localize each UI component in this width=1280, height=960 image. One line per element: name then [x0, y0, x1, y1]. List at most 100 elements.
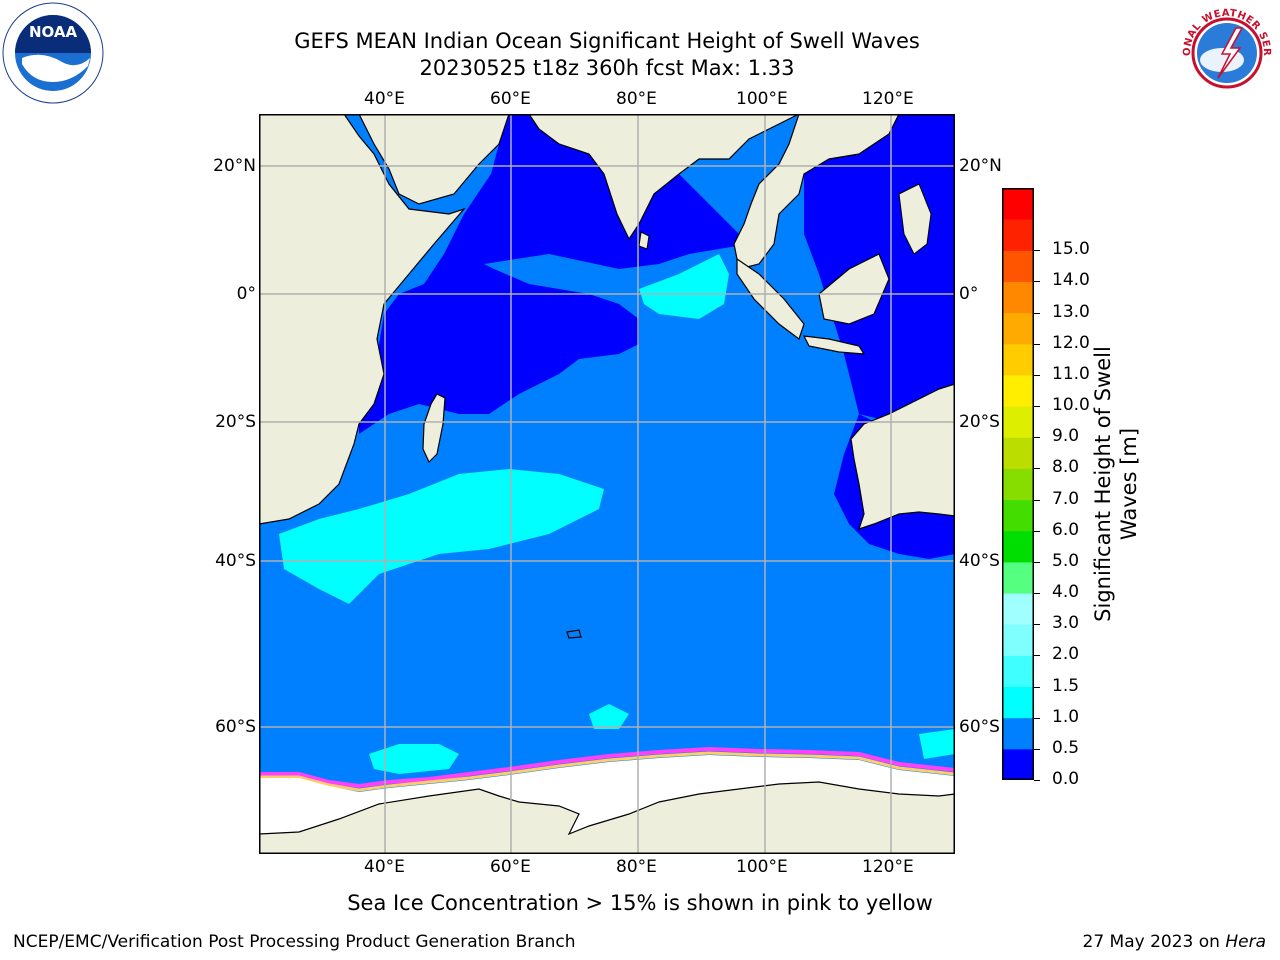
footer-date: 27 May 2023 on Hera [1083, 932, 1267, 952]
lat-label-left-20s: 20°S [215, 412, 256, 432]
colorbar-cell [1002, 530, 1034, 563]
colorbar-tick-label: 6.0 [1052, 519, 1080, 540]
colorbar-tick [1034, 312, 1040, 314]
map-panel [259, 114, 955, 854]
lat-label-right-40s: 40°S [959, 551, 1000, 571]
colorbar-tick [1034, 624, 1040, 626]
lon-label-bottom-120e: 120°E [862, 857, 914, 877]
colorbar-cell [1002, 499, 1034, 532]
colorbar-cell [1002, 468, 1034, 501]
colorbar-tick-label: 9.0 [1052, 426, 1080, 447]
colorbar-tick-label: 14.0 [1052, 270, 1090, 291]
sea-ice-caption: Sea Ice Concentration > 15% is shown in … [347, 891, 933, 915]
colorbar-cell [1002, 374, 1034, 407]
philippines-land [898, 183, 932, 255]
map-title: GEFS MEAN Indian Ocean Significant Heigh… [294, 29, 920, 53]
colorbar-tick-label: 13.0 [1052, 301, 1090, 322]
colorbar-cell [1002, 748, 1034, 780]
colorbar-tick-label: 2.0 [1052, 644, 1080, 665]
colorbar-tick [1034, 499, 1040, 501]
colorbar-cell [1002, 593, 1034, 625]
noaa-logo-icon: NOAA [2, 2, 104, 104]
lat-label-left-0: 0° [236, 284, 256, 304]
colorbar-tick [1034, 530, 1040, 532]
lon-label-bottom-100e: 100°E [736, 857, 788, 877]
colorbar-cell [1002, 312, 1034, 345]
java-land [802, 335, 866, 355]
colorbar-tick-label: 11.0 [1052, 363, 1090, 384]
colorbar-tick-label: 3.0 [1052, 613, 1080, 634]
noaa-logo-text: NOAA [29, 23, 78, 41]
colorbar-label-line2: Waves [m] [1117, 427, 1141, 541]
colorbar-tick [1034, 780, 1040, 781]
colorbar-tick [1034, 250, 1040, 252]
sumatra-land [736, 257, 805, 340]
colorbar-cell [1002, 188, 1034, 220]
colorbar-tick [1034, 748, 1040, 750]
lon-label-bottom-40e: 40°E [364, 857, 405, 877]
arabian-peninsula-land [358, 114, 510, 205]
colorbar-tick-label: 0.5 [1052, 737, 1080, 758]
colorbar-tick-label: 12.0 [1052, 332, 1090, 353]
colorbar-tick [1034, 468, 1040, 470]
colorbar-tick-label: 7.0 [1052, 488, 1080, 509]
colorbar-cell [1002, 343, 1034, 376]
colorbar-tick [1034, 717, 1040, 719]
colorbar-cell [1002, 655, 1034, 688]
india-land [528, 114, 800, 241]
lat-label-left-20n: 20°N [213, 156, 256, 176]
colorbar-cell [1002, 437, 1034, 469]
colorbar-tick-label: 10.0 [1052, 395, 1090, 416]
colorbar-tick [1034, 437, 1040, 439]
australia-land [850, 383, 955, 530]
colorbar-cell [1002, 561, 1034, 594]
colorbar-tick-label: 1.0 [1052, 706, 1080, 727]
colorbar-cell [1002, 406, 1034, 438]
lat-label-right-0: 0° [959, 284, 979, 304]
colorbar-tick [1034, 343, 1040, 345]
graticule-grid [259, 114, 955, 854]
madagascar-land [422, 393, 446, 464]
map-subtitle: 20230525 t18z 360h fcst Max: 1.33 [419, 56, 795, 80]
colorbar-tick-label: 1.5 [1052, 675, 1080, 696]
colorbar-cell [1002, 250, 1034, 282]
colorbar-cell [1002, 717, 1034, 750]
colorbar-tick [1034, 281, 1040, 283]
lon-label-top-100e: 100°E [736, 89, 788, 109]
colorbar-cell [1002, 219, 1034, 251]
colorbar-tick [1034, 655, 1040, 657]
colorbar-tick [1034, 374, 1040, 376]
colorbar-tick [1034, 406, 1040, 408]
swell-high-patch-south-central [589, 704, 629, 729]
lon-label-bottom-80e: 80°E [616, 857, 657, 877]
colorbar [1002, 188, 1034, 780]
lon-label-top-60e: 60°E [490, 89, 531, 109]
colorbar-tick [1034, 561, 1040, 563]
colorbar-tick [1034, 593, 1040, 595]
lon-label-top-40e: 40°E [364, 89, 405, 109]
lat-label-right-60s: 60°S [959, 717, 1000, 737]
lat-label-left-60s: 60°S [215, 717, 256, 737]
colorbar-tick-label: 4.0 [1052, 582, 1080, 603]
swell-high-patch-equatorial [639, 254, 729, 319]
colorbar-tick-label: 8.0 [1052, 457, 1080, 478]
kerguelen-island [566, 629, 582, 639]
lat-label-left-40s: 40°S [215, 551, 256, 571]
colorbar-cell [1002, 281, 1034, 314]
swell-high-patch-south-ice [369, 744, 459, 774]
lon-label-top-80e: 80°E [616, 89, 657, 109]
southeast-asia-land [733, 114, 900, 270]
colorbar-tick-label: 0.0 [1052, 769, 1080, 789]
map-frame [259, 114, 955, 854]
borneo-land [818, 253, 890, 325]
lon-label-top-120e: 120°E [862, 89, 914, 109]
sri-lanka-land [638, 231, 650, 250]
footer-date-text: 27 May 2023 on [1082, 932, 1226, 952]
colorbar-tick [1034, 686, 1040, 688]
colorbar-tick-label: 15.0 [1052, 239, 1090, 260]
colorbar-tick-label: 5.0 [1052, 550, 1080, 571]
sea-ice-edge [259, 746, 955, 789]
swell-high-patch-southeast [919, 729, 955, 759]
lat-label-right-20s: 20°S [959, 412, 1000, 432]
footer-host: Hera [1225, 932, 1266, 952]
